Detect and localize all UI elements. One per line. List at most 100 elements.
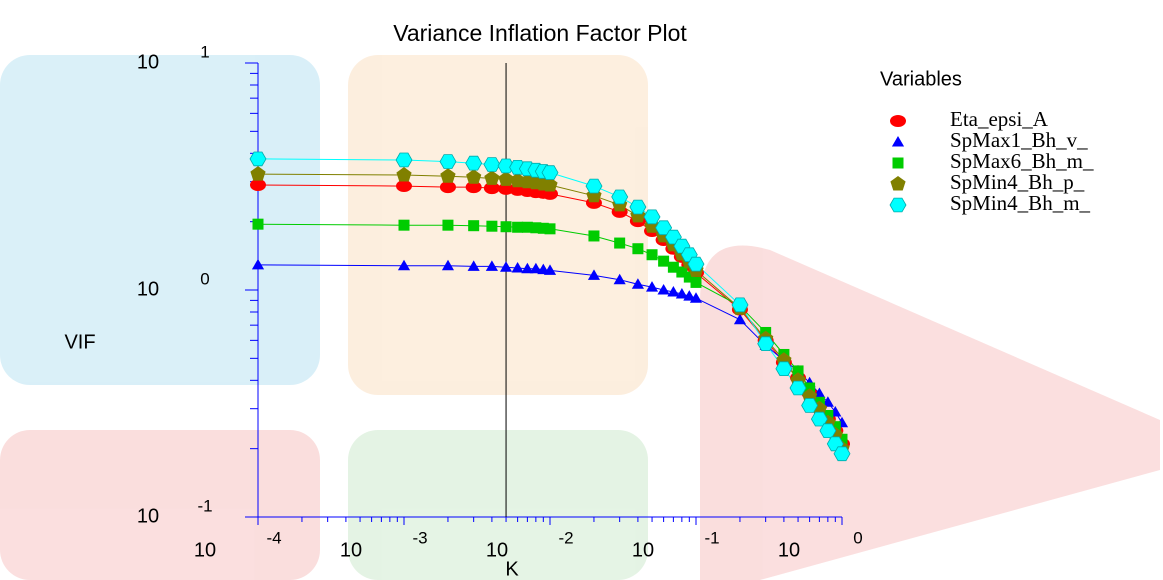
y-axis-label: VIF	[64, 331, 95, 353]
marker	[397, 259, 411, 271]
marker	[439, 181, 456, 194]
marker	[465, 155, 483, 171]
marker	[690, 276, 702, 288]
x-tick-exponent: -4	[266, 528, 281, 547]
marker	[484, 170, 500, 185]
marker	[631, 278, 644, 289]
marker	[483, 182, 500, 195]
marker	[521, 262, 534, 274]
marker	[537, 222, 549, 234]
legend-label: SpMax1_Bh_v_	[950, 128, 1088, 152]
marker	[396, 180, 412, 193]
x-tick-exponent: 0	[853, 528, 862, 547]
legend-title: Variables	[880, 68, 962, 90]
marker	[667, 261, 679, 273]
marker	[792, 365, 804, 377]
marker	[500, 221, 512, 233]
marker	[251, 258, 265, 270]
marker	[396, 167, 412, 182]
legend-label: SpMax6_Bh_m_	[950, 149, 1094, 173]
legend-label: Eta_epsi_A	[950, 107, 1049, 131]
marker	[613, 273, 626, 285]
background-watermark	[0, 55, 1160, 580]
marker	[687, 256, 705, 272]
x-tick-label: 10	[632, 539, 654, 561]
marker	[675, 288, 688, 299]
marker	[731, 297, 749, 313]
marker	[498, 171, 514, 186]
marker	[676, 266, 688, 278]
marker	[757, 336, 775, 352]
marker	[804, 382, 816, 394]
marker	[486, 220, 498, 232]
marker	[441, 259, 454, 271]
x-tick-label: 10	[340, 539, 362, 561]
marker	[252, 218, 264, 230]
marker	[511, 262, 524, 273]
x-tick-label: 10	[194, 539, 216, 561]
chart-title: Variance Inflation Factor Plot	[393, 20, 687, 46]
marker	[521, 221, 533, 233]
y-tick-exponent: -1	[197, 496, 212, 515]
marker	[643, 209, 661, 225]
marker	[646, 249, 658, 261]
marker	[836, 433, 848, 445]
marker	[775, 361, 793, 377]
x-tick-label: 10	[778, 539, 800, 561]
marker	[465, 181, 482, 194]
marker	[789, 380, 807, 396]
marker	[892, 157, 904, 169]
marker	[614, 237, 626, 249]
marker	[819, 423, 837, 439]
marker	[395, 152, 413, 168]
marker	[483, 157, 501, 172]
marker	[497, 158, 515, 174]
marker	[646, 281, 659, 292]
legend-label: SpMin4_Bh_m_	[950, 191, 1091, 215]
marker	[587, 269, 600, 280]
marker	[632, 243, 644, 255]
marker	[541, 165, 559, 180]
x-tick-exponent: -3	[412, 528, 427, 547]
marker	[611, 189, 629, 205]
marker	[468, 220, 480, 232]
marker	[529, 262, 542, 274]
marker	[530, 222, 542, 234]
marker	[890, 115, 906, 127]
marker	[467, 260, 480, 271]
marker	[667, 286, 680, 297]
marker	[833, 446, 851, 462]
x-tick-label: 10	[486, 539, 508, 561]
y-tick-label: 10	[137, 278, 159, 300]
y-tick-label: 10	[137, 505, 159, 527]
marker	[733, 313, 746, 325]
marker	[689, 292, 703, 303]
marker	[485, 260, 498, 271]
marker	[889, 197, 907, 213]
x-tick-exponent: -1	[704, 528, 719, 547]
marker	[683, 290, 696, 301]
y-tick-exponent: 1	[200, 42, 209, 61]
marker	[829, 421, 841, 433]
marker	[683, 271, 695, 283]
legend-label: SpMin4_Bh_p_	[950, 170, 1085, 194]
marker	[890, 176, 906, 191]
marker	[250, 166, 266, 181]
marker	[544, 223, 556, 235]
marker	[629, 199, 647, 215]
marker	[801, 398, 819, 413]
marker	[512, 221, 524, 233]
marker	[250, 179, 266, 192]
marker	[543, 264, 557, 275]
marker	[657, 284, 670, 295]
marker	[439, 154, 457, 169]
marker	[588, 230, 600, 242]
x-axis-label: K	[505, 558, 519, 580]
marker	[466, 169, 482, 184]
marker	[542, 177, 558, 192]
marker	[585, 178, 603, 194]
marker	[398, 219, 410, 231]
y-tick-label: 10	[137, 51, 159, 73]
marker	[500, 261, 513, 272]
